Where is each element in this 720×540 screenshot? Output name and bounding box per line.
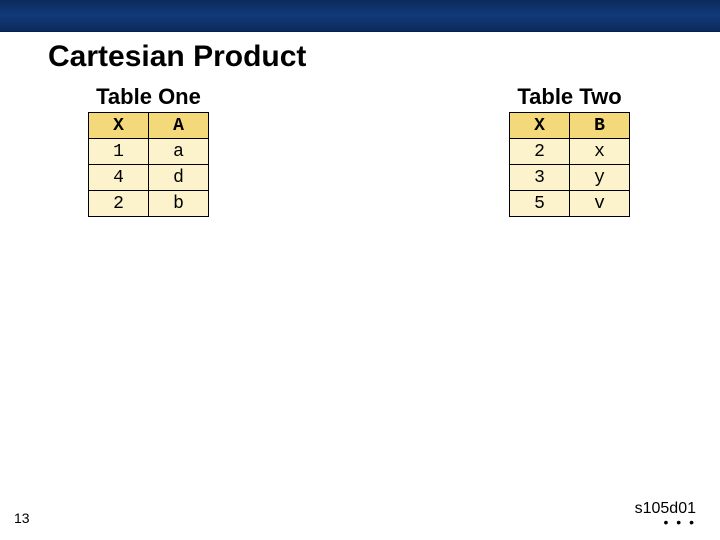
table-cell: v [570,191,630,217]
table-cell: x [570,139,630,165]
table-cell: y [570,165,630,191]
table-cell: d [149,165,209,191]
table-cell: 2 [510,139,570,165]
table-two-block: Table Two X B 2 x 3 y 5 v [509,84,630,217]
table-one-label: Table One [96,84,201,110]
page-title: Cartesian Product [48,40,720,74]
table-one: X A 1 a 4 d 2 b [88,112,209,217]
table-cell: 4 [89,165,149,191]
table-row: 4 d [89,165,209,191]
tables-row: Table One X A 1 a 4 d 2 b [0,84,720,217]
table-header-cell: X [510,113,570,139]
footer-dots: • • • [664,514,696,530]
table-row: 3 y [510,165,630,191]
table-row: X A [89,113,209,139]
table-row: 2 b [89,191,209,217]
header-band [0,0,720,32]
table-row: X B [510,113,630,139]
table-cell: a [149,139,209,165]
table-cell: b [149,191,209,217]
table-one-block: Table One X A 1 a 4 d 2 b [88,84,209,217]
table-header-cell: A [149,113,209,139]
table-cell: 1 [89,139,149,165]
table-cell: 3 [510,165,570,191]
table-cell: 5 [510,191,570,217]
table-two-label: Table Two [517,84,621,110]
page-number: 13 [14,510,30,526]
table-header-cell: B [570,113,630,139]
table-header-cell: X [89,113,149,139]
table-row: 1 a [89,139,209,165]
table-cell: 2 [89,191,149,217]
table-row: 5 v [510,191,630,217]
table-two: X B 2 x 3 y 5 v [509,112,630,217]
table-row: 2 x [510,139,630,165]
